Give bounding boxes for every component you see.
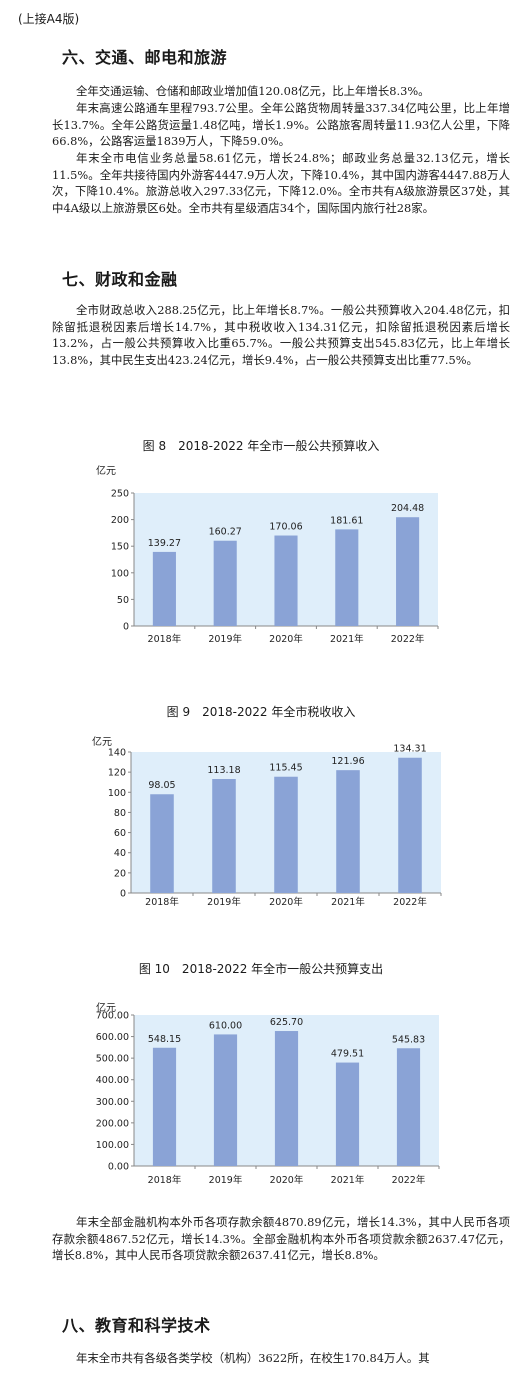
y-tick-label: 400.00	[96, 1075, 129, 1086]
chart-title-budget-revenue: 图 8 2018-2022 年全市一般公共预算收入	[142, 439, 380, 453]
bar-value-label: 134.31	[393, 744, 426, 755]
bar-value-label: 610.00	[209, 1020, 242, 1031]
y-tick-label: 600.00	[96, 1032, 129, 1043]
bar-value-label: 160.27	[209, 527, 242, 538]
y-tick-label: 0	[123, 622, 129, 633]
bar-value-label: 181.61	[330, 515, 363, 526]
y-tick-label: 100	[111, 568, 129, 579]
bar-value-label: 115.45	[269, 763, 302, 774]
continuation-note: (上接A4版)	[18, 12, 80, 26]
x-category-label: 2019年	[207, 896, 241, 908]
bar	[336, 770, 360, 893]
x-category-label: 2022年	[393, 896, 427, 908]
bar	[152, 551, 176, 626]
paragraph-education: 年末全市共有各级各类学校（机构）3622所，在校生170.84万人。其	[76, 1351, 430, 1365]
section-heading-finance: 七、财政和金融	[62, 270, 178, 289]
y-tick-label: 40	[114, 848, 126, 859]
y-tick-label: 50	[117, 595, 129, 606]
chart-budget-revenue: 亿元 0 50 100 150 200 250 139.27 2018年 160.27 2019年 1…	[96, 464, 439, 645]
chart-tax-revenue: 亿元 0 20 40 60 80 100 120 140 98.05 2018年 113.18 2019…	[92, 735, 442, 908]
paragraph-transport-value-added: 全年交通运输、仓储和邮政业增加值120.08亿元，比上年增长8.3%。	[76, 84, 430, 98]
bar-value-label: 625.70	[270, 1017, 303, 1028]
bar-value-label: 204.48	[391, 503, 424, 514]
x-category-label: 2020年	[269, 896, 303, 908]
x-category-label: 2021年	[331, 896, 365, 908]
bar-value-label: 113.18	[207, 765, 240, 776]
y-tick-label: 700.00	[96, 1011, 129, 1022]
bar	[212, 779, 236, 893]
bar	[396, 1048, 421, 1166]
bar-value-label: 548.15	[148, 1034, 181, 1045]
bar	[274, 1031, 299, 1166]
x-category-label: 2019年	[209, 1174, 243, 1186]
bar	[335, 1062, 360, 1166]
y-tick-label: 140	[108, 748, 126, 759]
x-category-label: 2022年	[391, 633, 425, 645]
y-axis-unit-label: 亿元	[96, 464, 116, 477]
y-tick-label: 100	[108, 788, 126, 799]
x-category-label: 2021年	[330, 633, 364, 645]
x-category-label: 2019年	[208, 633, 242, 645]
y-axis-unit-label: 亿元	[92, 735, 112, 748]
bar-value-label: 98.05	[148, 780, 175, 791]
bar	[150, 794, 174, 893]
chart-budget-expenditure: 亿元 0.00 100.00 200.00 300.00 400.00 500.00 600.…	[96, 1001, 440, 1186]
bar	[213, 1034, 238, 1166]
y-tick-label: 60	[114, 828, 126, 839]
y-tick-label: 150	[111, 542, 129, 553]
paragraph-telecom-tourism: 年末全市电信业务总量58.61亿元，增长24.8%；邮政业务总量32.13亿元，…	[52, 151, 510, 215]
bar	[213, 540, 237, 626]
x-category-label: 2020年	[270, 1174, 304, 1186]
bar-value-label: 545.83	[392, 1034, 425, 1045]
section-heading-education: 八、教育和科学技术	[62, 1316, 211, 1335]
y-tick-label: 120	[108, 768, 126, 779]
bar	[274, 776, 298, 893]
y-axis-unit-label: 亿元	[96, 1001, 116, 1014]
y-tick-label: 300.00	[96, 1097, 129, 1108]
y-tick-label: 20	[114, 868, 126, 879]
paragraph-fiscal: 全市财政总收入288.25亿元，比上年增长8.7%。一般公共预算收入204.48…	[52, 303, 510, 367]
bar-value-label: 139.27	[148, 538, 181, 549]
bar-value-label: 479.51	[331, 1049, 364, 1060]
y-tick-label: 250	[111, 489, 129, 500]
chart-title-tax-revenue: 图 9 2018-2022 年全市税收收入	[166, 705, 356, 719]
y-tick-label: 500.00	[96, 1054, 129, 1065]
y-tick-label: 200.00	[96, 1118, 129, 1129]
x-category-label: 2018年	[148, 633, 182, 645]
bar	[152, 1047, 177, 1166]
bar	[274, 535, 298, 626]
y-tick-label: 200	[111, 515, 129, 526]
section-heading-transport: 六、交通、邮电和旅游	[62, 48, 228, 67]
paragraph-deposits-loans: 年末全部金融机构本外币各项存款余额4870.89亿元，增长14.3%，其中人民币…	[52, 1215, 510, 1262]
y-tick-label: 0.00	[108, 1162, 129, 1173]
y-tick-label: 0	[120, 889, 126, 900]
y-tick-label: 100.00	[96, 1140, 129, 1151]
bar-value-label: 170.06	[269, 522, 302, 533]
chart-title-budget-expenditure: 图 10 2018-2022 年全市一般公共预算支出	[138, 962, 384, 976]
bar	[398, 757, 422, 893]
bar-value-label: 121.96	[331, 756, 364, 767]
x-category-label: 2018年	[148, 1174, 182, 1186]
paragraph-highway: 年末高速公路通车里程793.7公里。全年公路货物周转量337.34亿吨公里，比上…	[52, 101, 510, 148]
x-category-label: 2018年	[145, 896, 179, 908]
y-tick-label: 80	[114, 808, 126, 819]
x-category-label: 2020年	[269, 633, 303, 645]
bar	[396, 517, 420, 626]
x-category-label: 2022年	[392, 1174, 426, 1186]
bar	[335, 529, 359, 626]
x-category-label: 2021年	[331, 1174, 365, 1186]
